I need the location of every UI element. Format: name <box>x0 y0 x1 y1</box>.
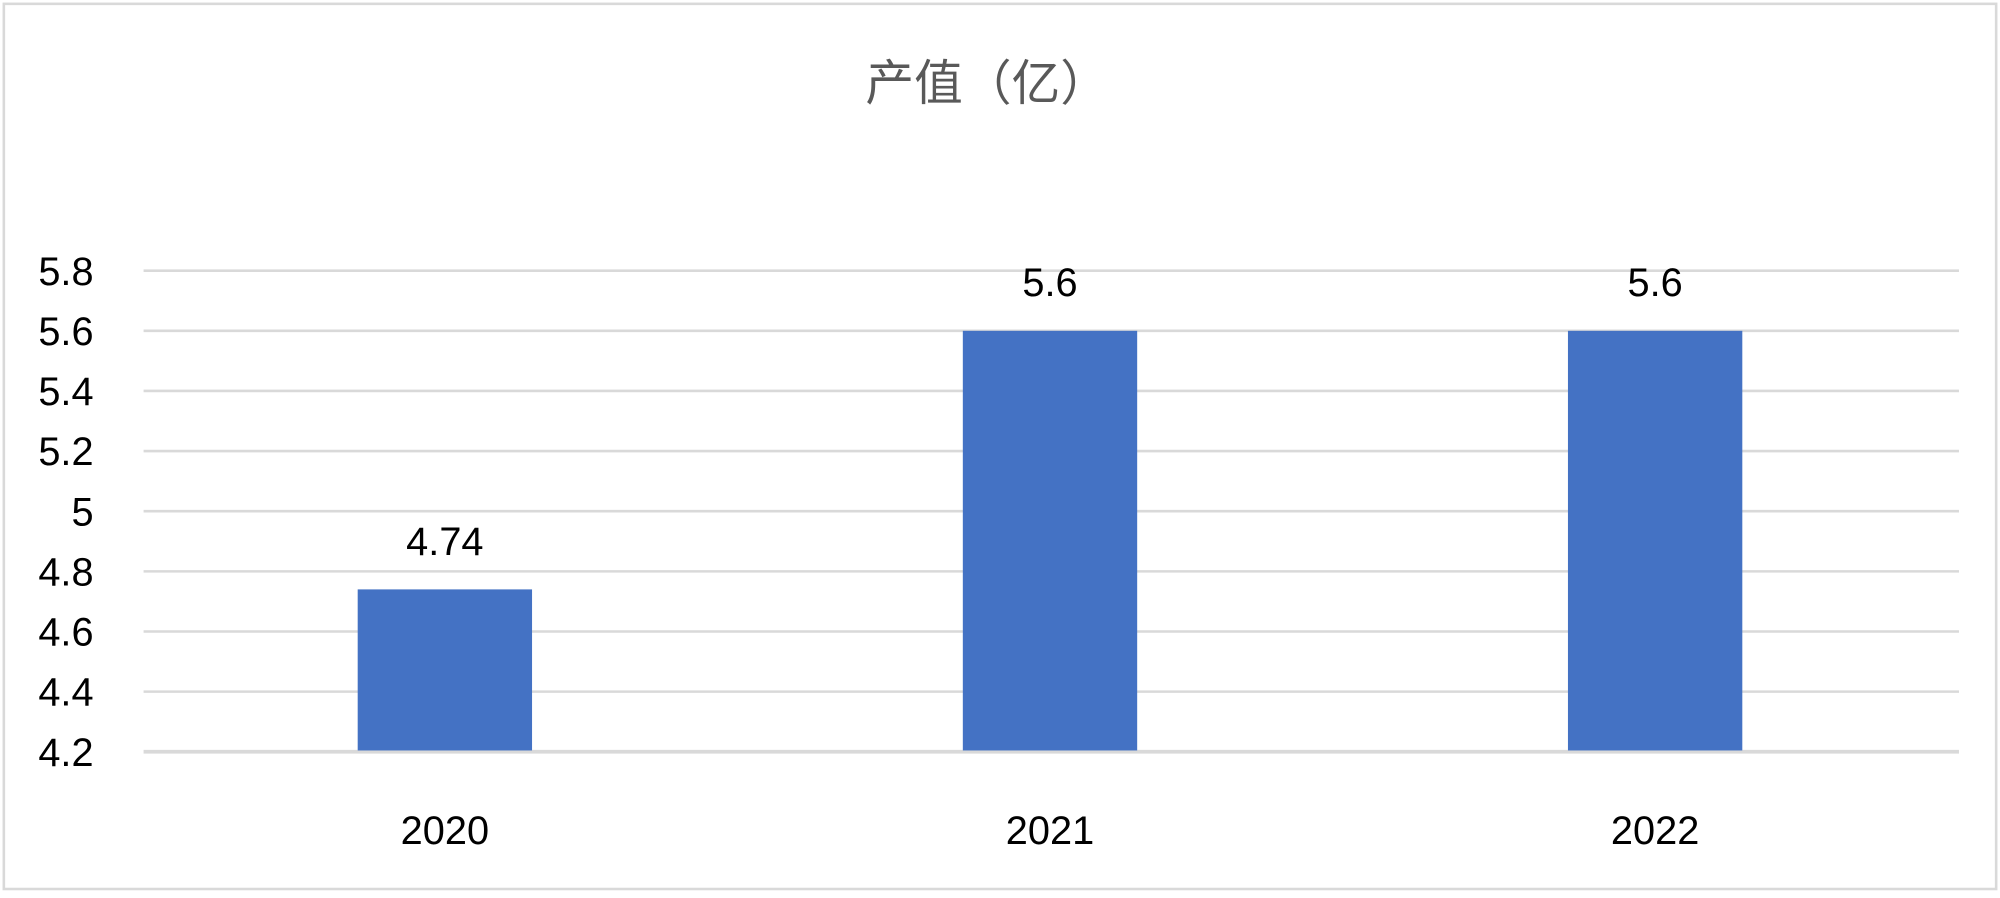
y-tick-label: 5 <box>71 490 93 534</box>
y-tick-label: 4.4 <box>38 671 93 715</box>
y-axis-tick-labels: 5.8 5.6 5.4 5.2 5 4.8 4.6 4.4 4.2 <box>38 250 93 775</box>
bar-2020 <box>357 589 533 751</box>
x-tick-label: 2021 <box>1006 809 1094 853</box>
bars <box>357 330 1743 751</box>
data-label: 5.6 <box>1628 261 1683 305</box>
y-tick-label: 4.2 <box>38 731 93 775</box>
chart-title: 产值（亿） <box>865 56 1109 112</box>
y-tick-label: 5.6 <box>38 310 93 354</box>
y-tick-label: 5.2 <box>38 430 93 474</box>
y-tick-label: 5.4 <box>38 370 93 414</box>
data-labels: 4.74 5.6 5.6 <box>406 261 1683 564</box>
x-axis-tick-labels: 2020 2021 2022 <box>401 809 1700 853</box>
y-tick-label: 4.8 <box>38 550 93 594</box>
y-tick-label: 4.6 <box>38 611 93 655</box>
bar-2021 <box>962 330 1138 751</box>
y-tick-label: 5.8 <box>38 250 93 294</box>
data-label: 4.74 <box>406 520 483 564</box>
x-tick-label: 2020 <box>401 809 489 853</box>
bar-2022 <box>1567 330 1743 751</box>
data-label: 5.6 <box>1022 261 1077 305</box>
x-tick-label: 2022 <box>1611 809 1699 853</box>
